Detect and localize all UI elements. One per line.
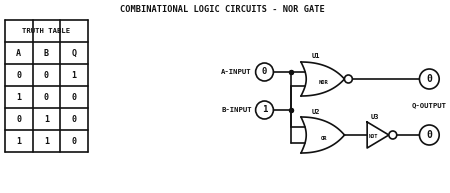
Text: B: B bbox=[44, 48, 49, 58]
Circle shape bbox=[256, 101, 274, 119]
Text: 0: 0 bbox=[44, 92, 49, 102]
Text: 0: 0 bbox=[16, 70, 21, 80]
Text: U3: U3 bbox=[370, 114, 379, 120]
Text: Q: Q bbox=[72, 48, 76, 58]
Text: B-INPUT: B-INPUT bbox=[221, 107, 252, 113]
Text: TRUTH TABLE: TRUTH TABLE bbox=[22, 28, 71, 34]
Text: Q-OUTPUT: Q-OUTPUT bbox=[412, 102, 447, 108]
Text: 0: 0 bbox=[44, 70, 49, 80]
Text: U2: U2 bbox=[312, 109, 320, 115]
Text: 0: 0 bbox=[16, 114, 21, 124]
Text: COMBINATIONAL LOGIC CIRCUITS - NOR GATE: COMBINATIONAL LOGIC CIRCUITS - NOR GATE bbox=[120, 4, 324, 14]
Text: NOT: NOT bbox=[369, 134, 378, 139]
Circle shape bbox=[256, 63, 274, 81]
Text: 0: 0 bbox=[72, 92, 76, 102]
Circle shape bbox=[419, 69, 439, 89]
Text: A: A bbox=[16, 48, 21, 58]
Text: 1: 1 bbox=[44, 136, 49, 146]
Text: 0: 0 bbox=[427, 74, 432, 84]
Circle shape bbox=[419, 125, 439, 145]
Text: A-INPUT: A-INPUT bbox=[221, 69, 252, 75]
Text: 1: 1 bbox=[16, 136, 21, 146]
Text: 0: 0 bbox=[427, 130, 432, 140]
Text: 1: 1 bbox=[44, 114, 49, 124]
Circle shape bbox=[389, 131, 397, 139]
Text: 0: 0 bbox=[72, 136, 76, 146]
Text: 1: 1 bbox=[262, 106, 267, 114]
Text: 0: 0 bbox=[262, 68, 267, 76]
Text: NOR: NOR bbox=[319, 80, 328, 85]
Text: OR: OR bbox=[320, 135, 327, 141]
Text: 1: 1 bbox=[72, 70, 76, 80]
Circle shape bbox=[344, 75, 352, 83]
Text: 0: 0 bbox=[72, 114, 76, 124]
Text: 1: 1 bbox=[16, 92, 21, 102]
Text: U1: U1 bbox=[312, 53, 320, 59]
